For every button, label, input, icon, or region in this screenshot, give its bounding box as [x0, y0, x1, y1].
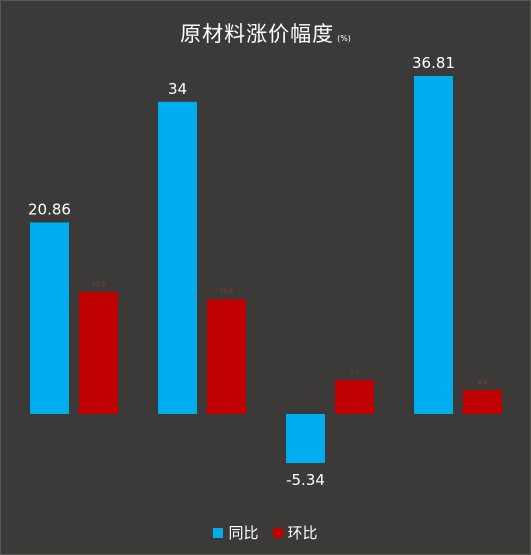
bar-mom-3: [463, 390, 502, 414]
bar-mom-1: [207, 299, 246, 414]
chart-unit: (%): [337, 34, 351, 43]
chart-title-block: 原材料涨价幅度 (%): [0, 18, 531, 48]
bar-yoy-2: [286, 414, 325, 464]
data-label-mom-1: 12.5: [220, 288, 234, 295]
data-label-mom-2: 3.7: [350, 369, 360, 376]
bar-mom-0: [79, 291, 118, 414]
legend-label-yoy: 同比: [228, 524, 259, 542]
data-label-yoy-0: 20.86: [28, 200, 71, 218]
data-label-yoy-2: -5.34: [286, 471, 325, 489]
legend: 同比 环比: [0, 522, 531, 543]
data-label-yoy-3: 36.81: [412, 54, 455, 72]
bar-yoy-3: [414, 76, 453, 414]
chart-title: 原材料涨价幅度: [180, 22, 335, 46]
legend-item-yoy: 同比: [213, 522, 259, 543]
data-label-yoy-1: 34: [168, 80, 187, 98]
data-label-mom-3: 2.6: [478, 379, 488, 386]
bar-yoy-0: [30, 222, 69, 414]
data-label-mom-0: 13.3: [92, 281, 106, 288]
bar-mom-2: [335, 380, 374, 414]
legend-label-mom: 环比: [287, 524, 318, 542]
bar-yoy-1: [158, 101, 197, 414]
legend-swatch-mom: [272, 527, 283, 538]
legend-item-mom: 环比: [272, 522, 318, 543]
legend-swatch-yoy: [213, 527, 224, 538]
